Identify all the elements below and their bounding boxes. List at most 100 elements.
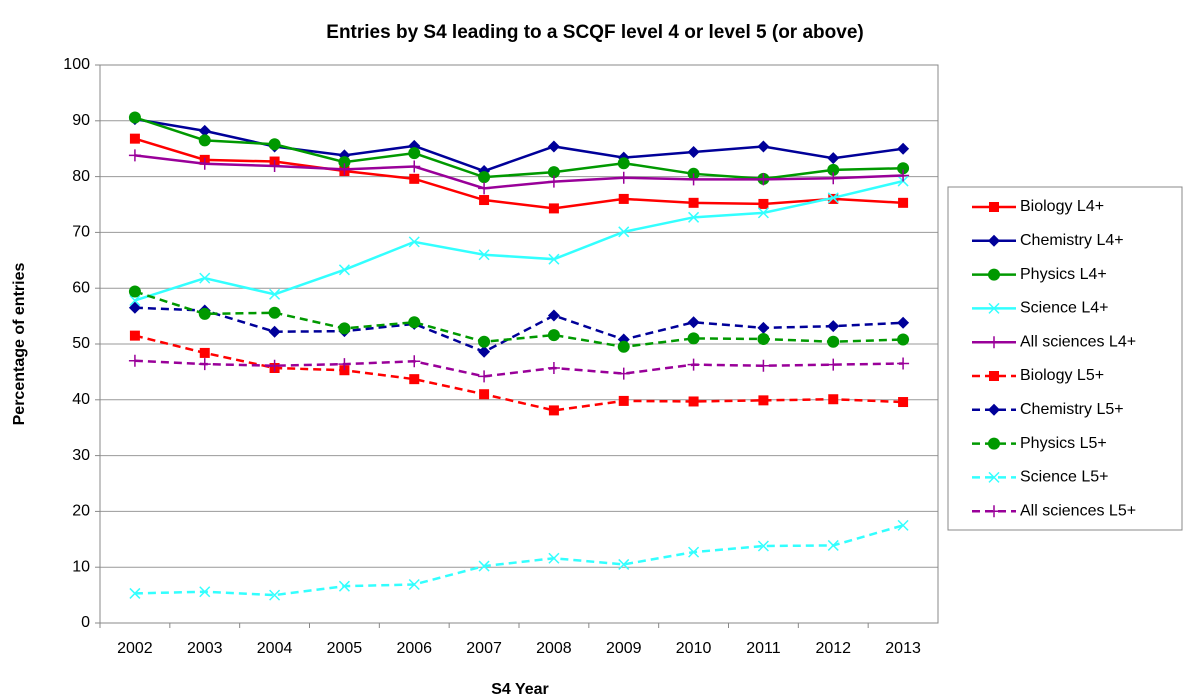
marker [897, 333, 910, 346]
y-tick-label: 30 [72, 447, 90, 464]
marker [478, 249, 490, 261]
marker [757, 332, 770, 345]
marker [408, 147, 421, 160]
x-tick-label: 2003 [187, 640, 223, 657]
marker [758, 198, 769, 209]
marker [548, 405, 559, 416]
marker [688, 211, 700, 223]
marker [547, 329, 560, 342]
series-line [134, 359, 904, 378]
marker [688, 546, 700, 558]
marker [129, 133, 140, 144]
marker [338, 264, 350, 276]
marker [618, 226, 630, 238]
marker [757, 540, 769, 552]
marker [199, 347, 210, 358]
marker [897, 519, 909, 531]
y-tick-label: 80 [72, 168, 90, 185]
chart-title: Entries by S4 leading to a SCQF level 4 … [326, 22, 863, 43]
legend-label: Chemistry L4+ [1020, 232, 1124, 249]
marker [547, 361, 560, 374]
legend-box [947, 186, 1183, 531]
marker [758, 395, 769, 406]
x-tick-label: 2012 [815, 640, 851, 657]
marker [988, 471, 1000, 483]
marker [827, 163, 840, 176]
marker [479, 195, 490, 206]
marker [198, 358, 211, 371]
marker [988, 336, 1000, 349]
marker [988, 403, 1000, 416]
x-tick-label: 2009 [606, 640, 642, 657]
marker [687, 358, 700, 371]
marker [478, 335, 491, 348]
marker [897, 169, 910, 182]
x-tick-label: 2007 [466, 640, 502, 657]
marker [688, 396, 699, 407]
series-line [134, 117, 904, 173]
x-tick-label: 2013 [885, 640, 921, 657]
marker [198, 307, 211, 320]
marker [757, 173, 770, 186]
marker [338, 163, 351, 176]
marker [827, 320, 840, 333]
marker [828, 394, 839, 405]
marker [827, 335, 840, 348]
legend-label: Chemistry L5+ [1020, 401, 1124, 418]
marker [408, 160, 421, 173]
series-line [134, 290, 904, 349]
marker [548, 253, 560, 265]
marker [897, 162, 910, 175]
x-tick-label: 2006 [396, 640, 432, 657]
marker [989, 202, 999, 212]
series-line [134, 524, 904, 597]
legend-label: Biology L5+ [1020, 367, 1104, 384]
marker [618, 395, 629, 406]
marker [339, 365, 350, 376]
marker [129, 330, 140, 341]
marker [338, 580, 350, 592]
marker [617, 171, 630, 184]
y-tick-label: 40 [72, 391, 90, 408]
y-tick-label: 100 [63, 56, 90, 73]
marker [687, 316, 700, 329]
marker [988, 437, 1000, 450]
marker [409, 173, 420, 184]
marker [478, 171, 491, 184]
marker [547, 166, 560, 179]
marker [408, 578, 420, 591]
marker [268, 325, 281, 338]
marker [128, 285, 141, 298]
marker [827, 152, 840, 165]
marker [198, 124, 211, 137]
marker [898, 197, 909, 208]
marker [199, 586, 211, 598]
marker [988, 505, 1000, 518]
marker [617, 340, 630, 353]
marker [898, 397, 909, 408]
marker [618, 193, 629, 204]
legend-label: Science L5+ [1020, 469, 1109, 486]
marker [129, 587, 141, 599]
marker [827, 358, 840, 371]
marker [268, 359, 281, 372]
marker [827, 192, 839, 204]
marker [268, 306, 281, 319]
marker [757, 321, 770, 334]
marker [199, 272, 211, 284]
y-axis-title: Percentage of entries [11, 263, 28, 426]
marker [988, 268, 1000, 281]
marker [128, 354, 141, 367]
series-line [134, 306, 904, 354]
marker [617, 157, 630, 170]
series-line [134, 116, 904, 181]
x-axis-title: S4 Year [491, 681, 549, 698]
marker [128, 149, 141, 162]
marker [478, 560, 490, 572]
marker [338, 358, 351, 371]
series-line [134, 154, 904, 190]
marker [478, 370, 491, 383]
marker [688, 197, 699, 208]
marker [129, 294, 141, 307]
